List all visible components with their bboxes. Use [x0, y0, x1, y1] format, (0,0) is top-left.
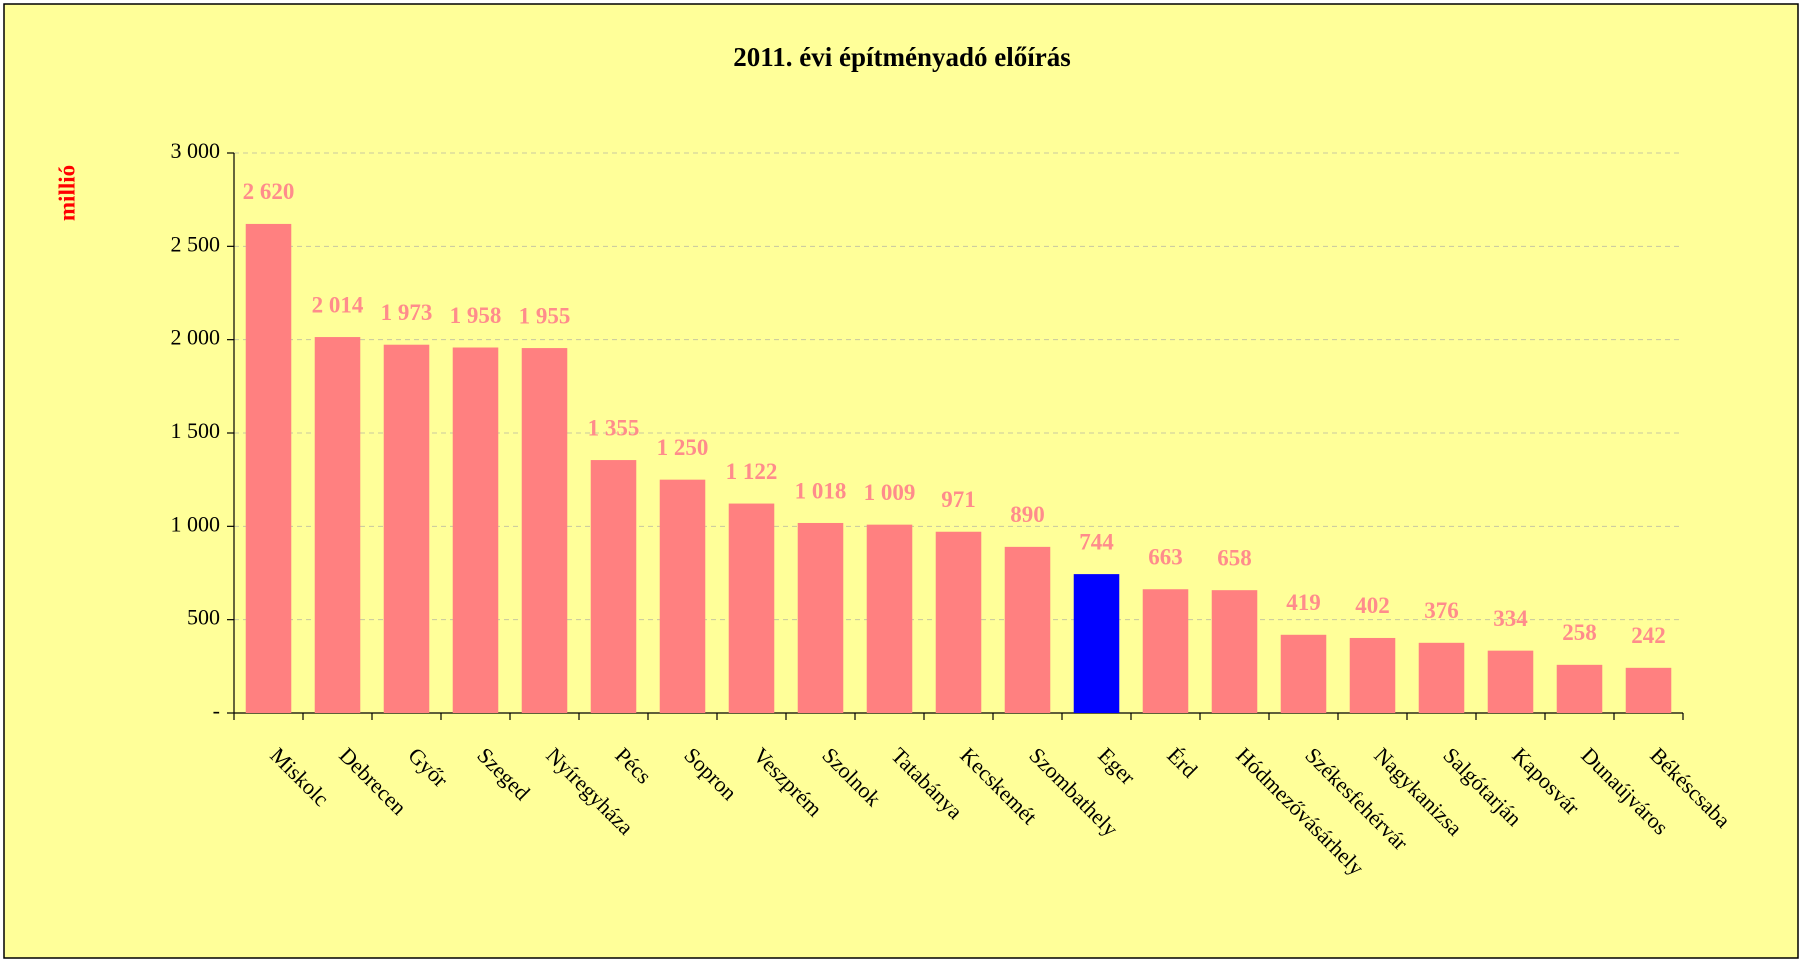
bar — [866, 524, 913, 713]
bar — [659, 479, 706, 713]
value-label: 1 958 — [450, 303, 502, 328]
chart-title: 2011. évi építményadó előírás — [733, 42, 1070, 72]
value-label: 258 — [1562, 620, 1597, 645]
value-label: 1 009 — [864, 480, 916, 505]
y-tick-label: - — [213, 698, 220, 723]
value-label: 744 — [1079, 529, 1114, 554]
value-label: 1 250 — [657, 435, 709, 460]
bar — [728, 503, 775, 713]
bar — [797, 522, 844, 713]
bar — [1142, 589, 1189, 713]
value-label: 419 — [1286, 590, 1321, 615]
bar — [1349, 637, 1396, 713]
value-label: 1 018 — [795, 478, 847, 503]
y-tick-label: 2 000 — [171, 325, 221, 350]
bar — [383, 344, 430, 713]
value-label: 971 — [941, 487, 976, 512]
value-label: 663 — [1148, 545, 1183, 570]
value-label: 1 122 — [726, 459, 778, 484]
value-label: 1 355 — [588, 415, 640, 440]
y-tick-label: 3 000 — [171, 138, 221, 163]
value-label: 1 955 — [519, 303, 571, 328]
bar — [1211, 590, 1258, 713]
bar — [1487, 650, 1534, 713]
bar — [1556, 664, 1603, 713]
bar — [521, 348, 568, 713]
y-tick-label: 2 500 — [171, 231, 221, 256]
bar — [935, 531, 982, 713]
bar — [1280, 634, 1327, 713]
y-axis-label: millió — [54, 165, 79, 221]
bar — [590, 460, 637, 713]
bar — [245, 223, 292, 713]
value-label: 376 — [1424, 598, 1459, 623]
value-label: 242 — [1631, 623, 1666, 648]
bar — [1418, 642, 1465, 713]
value-label: 890 — [1010, 502, 1045, 527]
value-label: 2 014 — [312, 292, 364, 317]
value-label: 2 620 — [243, 179, 295, 204]
bar — [1073, 574, 1120, 713]
bar — [1625, 667, 1672, 713]
chart-background — [3, 3, 1799, 959]
y-tick-label: 1 000 — [171, 511, 221, 536]
value-label: 402 — [1355, 593, 1390, 618]
bar — [1004, 546, 1051, 713]
bar — [314, 337, 361, 713]
value-label: 658 — [1217, 545, 1252, 570]
bar — [452, 347, 499, 713]
y-tick-label: 1 500 — [171, 418, 221, 443]
value-label: 334 — [1493, 606, 1528, 631]
value-label: 1 973 — [381, 300, 433, 325]
y-tick-label: 500 — [187, 605, 220, 630]
